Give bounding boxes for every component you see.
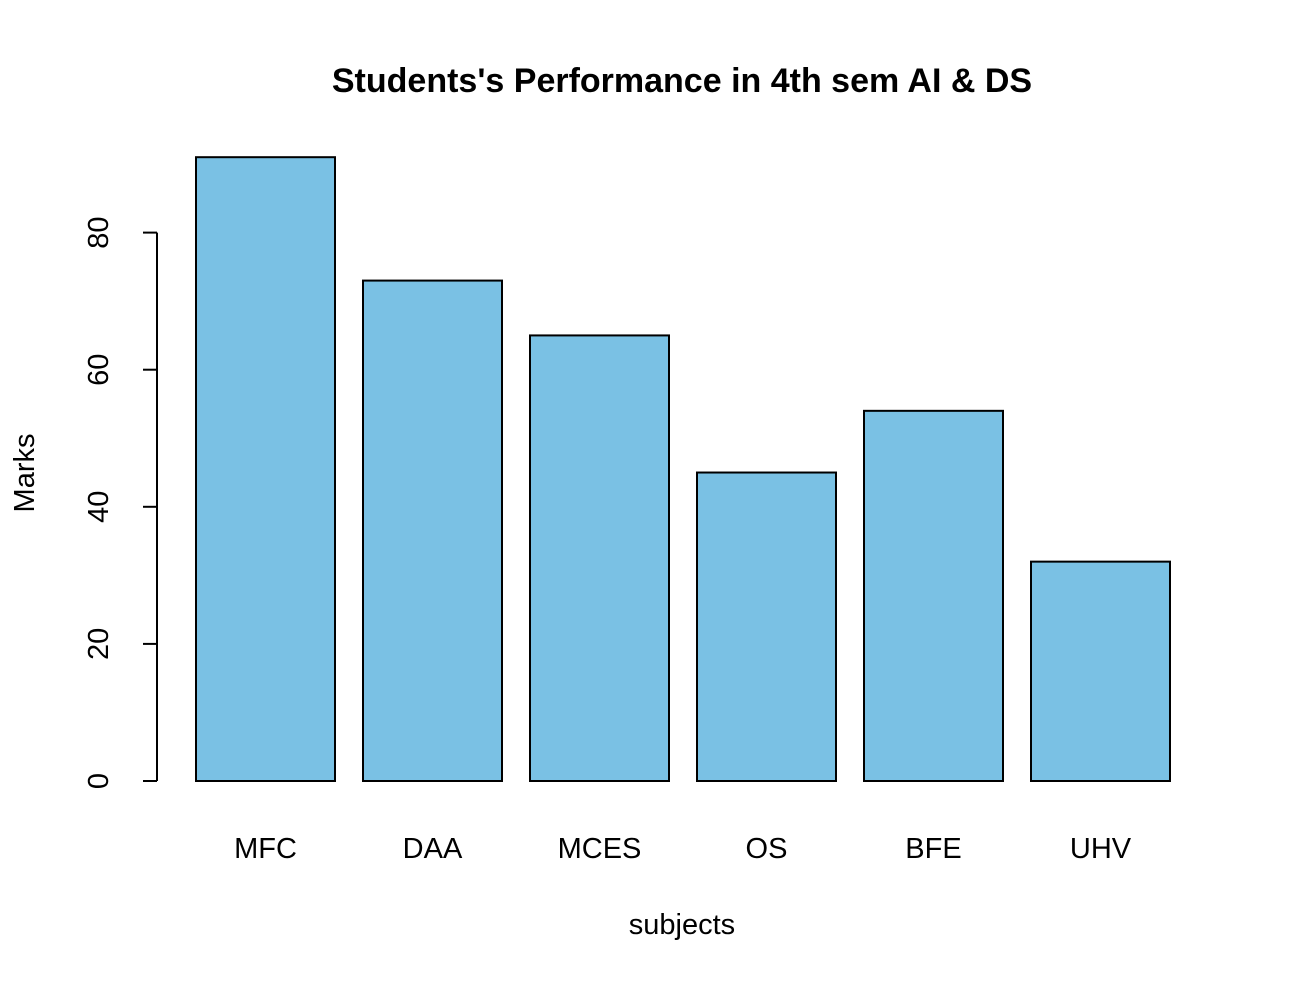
x-tick-label-uhv: UHV [1070,833,1132,865]
y-axis-label: Marks [9,434,41,513]
y-tick-label-80: 80 [83,216,115,248]
bars-group [195,156,1171,783]
chart-title: Students's Performance in 4th sem AI & D… [332,62,1032,100]
bar-mces [529,334,670,782]
bar-bfe [863,409,1004,782]
bar-uhv [1030,560,1171,783]
x-tick-label-os: OS [746,833,788,865]
x-category-labels: MFC DAA MCES OS BFE UHV [234,833,1132,865]
y-tick-label-40: 40 [83,491,115,523]
bar-os [696,471,837,782]
x-axis-label: subjects [629,909,735,941]
x-tick-label-daa: DAA [403,833,463,865]
y-axis: 0 20 40 60 80 [83,216,158,789]
y-tick-label-60: 60 [83,354,115,386]
x-tick-label-mfc: MFC [234,833,297,865]
y-tick-label-0: 0 [83,773,115,789]
bar-daa [362,279,503,782]
x-tick-label-bfe: BFE [905,833,961,865]
y-tick-label-20: 20 [83,628,115,660]
x-tick-label-mces: MCES [558,833,642,865]
bar-mfc [195,156,336,782]
